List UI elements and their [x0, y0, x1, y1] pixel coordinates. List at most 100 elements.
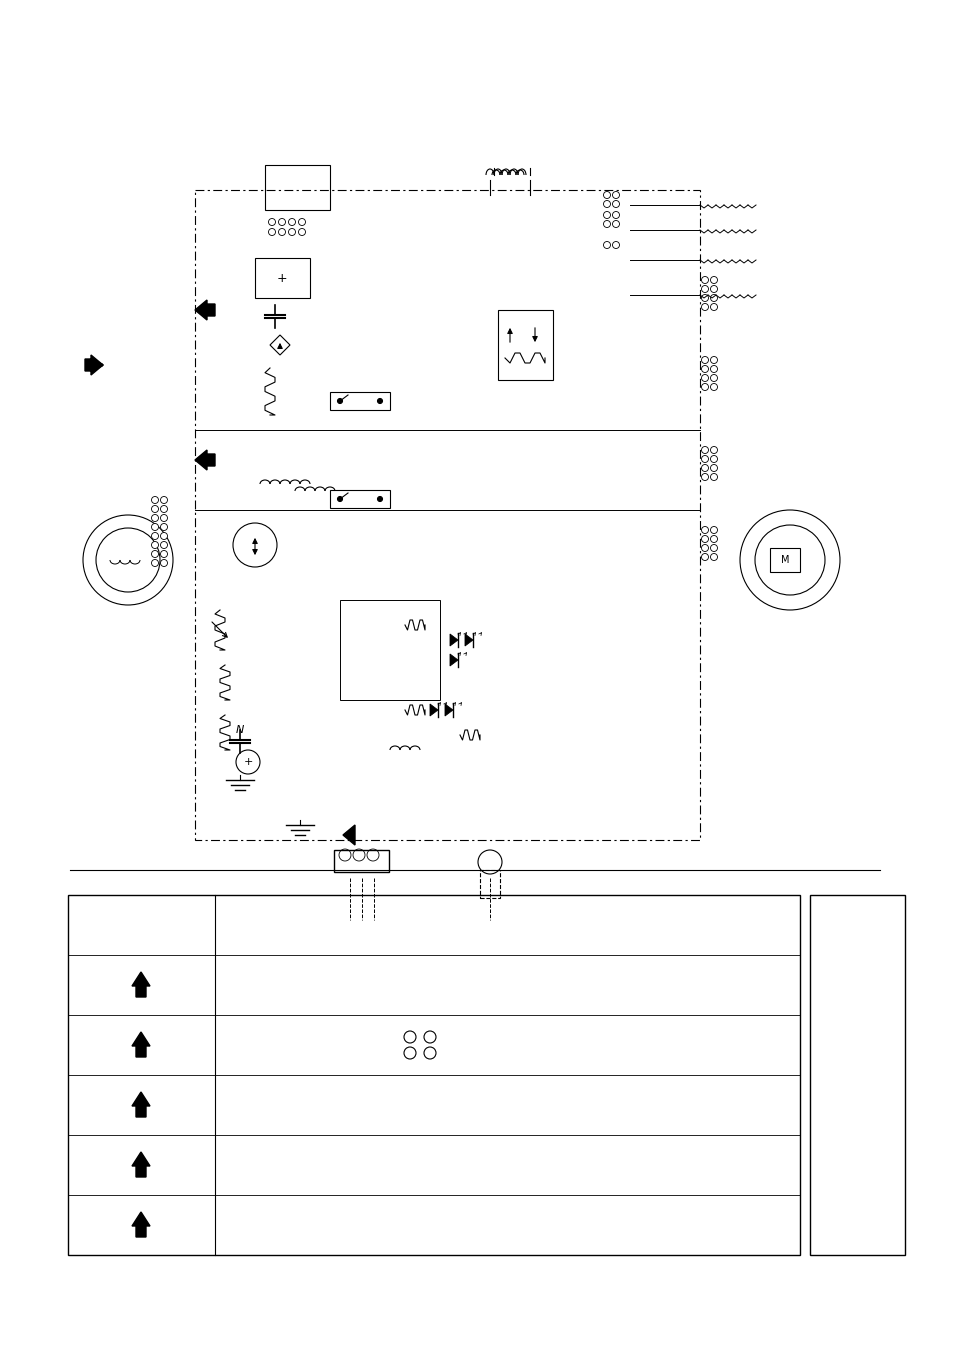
FancyArrow shape — [194, 450, 214, 470]
Circle shape — [700, 527, 708, 534]
Circle shape — [603, 200, 610, 208]
Bar — [339, 600, 439, 700]
Text: +: + — [276, 272, 287, 285]
Circle shape — [152, 542, 158, 549]
Polygon shape — [450, 634, 457, 646]
Circle shape — [338, 848, 351, 861]
Circle shape — [700, 357, 708, 363]
Circle shape — [152, 559, 158, 566]
Circle shape — [298, 219, 305, 226]
Circle shape — [710, 295, 717, 301]
Circle shape — [337, 399, 342, 404]
Bar — [254, 258, 310, 299]
Circle shape — [367, 848, 378, 861]
Circle shape — [700, 366, 708, 373]
Bar — [330, 392, 390, 409]
Circle shape — [710, 384, 717, 390]
Circle shape — [268, 219, 275, 226]
Circle shape — [710, 473, 717, 481]
Circle shape — [710, 277, 717, 284]
Text: +: + — [243, 757, 253, 767]
Circle shape — [612, 242, 618, 249]
Circle shape — [710, 544, 717, 551]
FancyArrow shape — [85, 355, 103, 376]
Circle shape — [160, 515, 168, 521]
Circle shape — [710, 535, 717, 543]
Circle shape — [603, 212, 610, 219]
Circle shape — [603, 192, 610, 199]
Circle shape — [612, 220, 618, 227]
FancyArrow shape — [132, 971, 150, 997]
Polygon shape — [444, 704, 453, 716]
Bar — [265, 165, 330, 209]
Bar — [809, 894, 904, 1255]
Circle shape — [152, 550, 158, 558]
Circle shape — [700, 384, 708, 390]
Bar — [330, 490, 390, 508]
Bar — [769, 549, 800, 571]
Circle shape — [377, 399, 382, 404]
Bar — [68, 894, 800, 1255]
Text: M: M — [780, 555, 788, 565]
Circle shape — [700, 446, 708, 454]
Circle shape — [278, 219, 285, 226]
Circle shape — [700, 304, 708, 311]
Bar — [479, 870, 499, 898]
Circle shape — [298, 228, 305, 235]
Circle shape — [377, 497, 382, 501]
Circle shape — [700, 473, 708, 481]
Circle shape — [700, 374, 708, 381]
Circle shape — [700, 295, 708, 301]
Polygon shape — [450, 654, 457, 666]
FancyArrow shape — [132, 1152, 150, 1177]
Circle shape — [710, 446, 717, 454]
Polygon shape — [464, 634, 473, 646]
Circle shape — [710, 357, 717, 363]
Circle shape — [710, 527, 717, 534]
Circle shape — [160, 542, 168, 549]
Circle shape — [700, 544, 708, 551]
Circle shape — [288, 219, 295, 226]
Circle shape — [700, 277, 708, 284]
Circle shape — [160, 523, 168, 531]
Circle shape — [152, 505, 158, 512]
Circle shape — [160, 550, 168, 558]
Circle shape — [353, 848, 365, 861]
FancyArrow shape — [132, 1032, 150, 1056]
Text: N: N — [235, 725, 244, 735]
Circle shape — [288, 228, 295, 235]
Circle shape — [152, 532, 158, 539]
Circle shape — [700, 535, 708, 543]
Circle shape — [710, 455, 717, 462]
Circle shape — [278, 228, 285, 235]
Circle shape — [268, 228, 275, 235]
Bar — [334, 850, 389, 871]
Bar — [497, 309, 553, 380]
Circle shape — [152, 523, 158, 531]
Circle shape — [337, 497, 342, 501]
Circle shape — [160, 559, 168, 566]
Circle shape — [710, 465, 717, 471]
Circle shape — [152, 515, 158, 521]
Circle shape — [612, 200, 618, 208]
Circle shape — [710, 304, 717, 311]
Circle shape — [160, 497, 168, 504]
FancyArrow shape — [132, 1212, 150, 1238]
Circle shape — [700, 554, 708, 561]
Circle shape — [160, 505, 168, 512]
FancyArrow shape — [194, 300, 214, 320]
Circle shape — [710, 374, 717, 381]
Circle shape — [710, 554, 717, 561]
Circle shape — [612, 192, 618, 199]
Circle shape — [710, 366, 717, 373]
Circle shape — [700, 455, 708, 462]
Polygon shape — [430, 704, 437, 716]
Circle shape — [152, 497, 158, 504]
FancyArrow shape — [343, 825, 355, 844]
Circle shape — [160, 532, 168, 539]
Circle shape — [603, 220, 610, 227]
FancyArrow shape — [132, 1092, 150, 1117]
Circle shape — [603, 242, 610, 249]
Circle shape — [612, 212, 618, 219]
Circle shape — [700, 465, 708, 471]
